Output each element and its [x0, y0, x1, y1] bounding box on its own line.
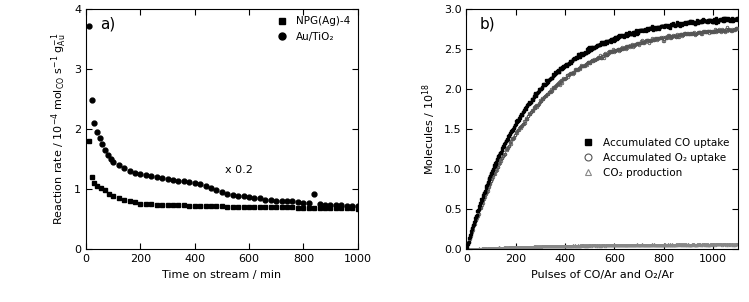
- Y-axis label: Molecules / 10$^{18}$: Molecules / 10$^{18}$: [420, 83, 438, 175]
- Text: a): a): [100, 16, 115, 31]
- Text: b): b): [480, 16, 495, 31]
- Legend: Accumulated CO uptake, Accumulated O₂ uptake, CO₂ production: Accumulated CO uptake, Accumulated O₂ up…: [575, 135, 733, 181]
- Legend: NPG(Ag)-4, Au/TiO₂: NPG(Ag)-4, Au/TiO₂: [269, 14, 353, 44]
- X-axis label: Time on stream / min: Time on stream / min: [163, 270, 282, 280]
- Text: x 0.2: x 0.2: [225, 165, 252, 175]
- Y-axis label: Reaction rate / 10$^{-4}$ mol$_{\rm CO}$ s$^{-1}$ g$_{\rm Au}^{-1}$: Reaction rate / 10$^{-4}$ mol$_{\rm CO}$…: [49, 33, 69, 226]
- X-axis label: Pulses of CO/Ar and O₂/Ar: Pulses of CO/Ar and O₂/Ar: [530, 270, 673, 280]
